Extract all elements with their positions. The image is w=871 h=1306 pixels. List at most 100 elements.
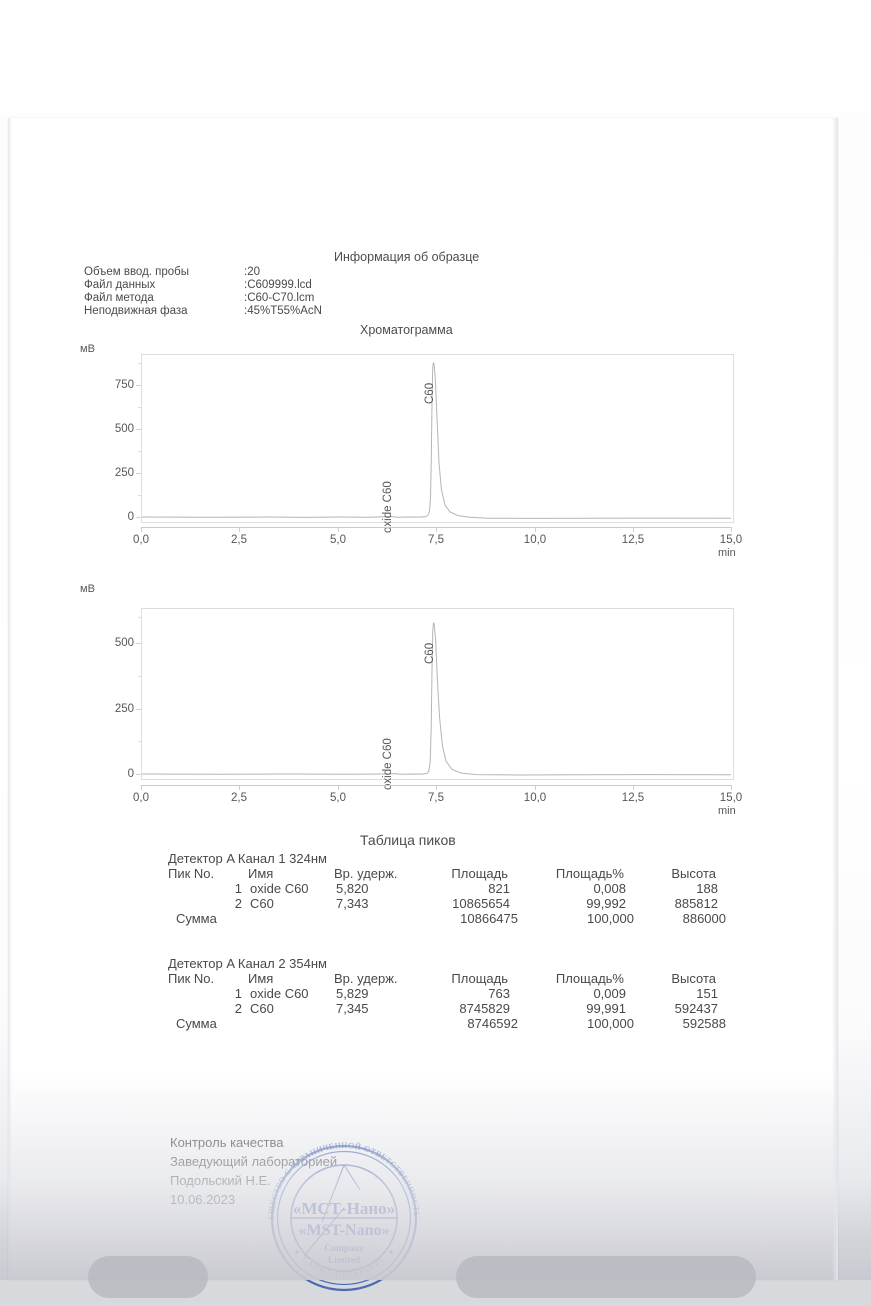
chart2-xtick-12_5: 12,5 bbox=[621, 792, 645, 804]
table1-r1-height: 188 bbox=[696, 881, 718, 896]
chart1-xtick-mark bbox=[338, 527, 339, 532]
chart2-peak-label-oxide-c60: oxide C60 bbox=[382, 738, 394, 790]
table1-r1-rt: 5,820 bbox=[336, 881, 369, 896]
chart1-y-unit: мВ bbox=[80, 343, 95, 355]
peak-table-title: Таблица пиков bbox=[360, 832, 456, 848]
chart1-ytick-250: 250 bbox=[114, 467, 134, 479]
chromatogram-title: Хроматограмма bbox=[360, 323, 453, 337]
chart1-ytick-mark bbox=[136, 429, 141, 430]
info-label-data-file: Файл данных bbox=[84, 279, 156, 291]
info-label-stationary-phase: Неподвижная фаза bbox=[84, 305, 188, 317]
signature-line-quality-control: Контроль качества bbox=[170, 1135, 284, 1150]
table2-total-pct: 100,000 bbox=[587, 1016, 634, 1031]
chart1-xtick-7_5: 7,5 bbox=[428, 534, 444, 546]
chart1-trace bbox=[141, 362, 732, 519]
chart2-xtick-mark bbox=[731, 785, 732, 790]
table1-r1-name: oxide C60 bbox=[250, 881, 309, 896]
chart1-xtick-mark bbox=[535, 527, 536, 532]
chart1-xtick-mark bbox=[731, 527, 732, 532]
table2-header-peak-no: Пик No. bbox=[168, 971, 215, 986]
photo-edge-shape-right bbox=[456, 1256, 756, 1298]
table2-r2-name: C60 bbox=[250, 1001, 274, 1016]
info-value-method-file: :C60-C70.lcm bbox=[244, 292, 315, 304]
chart2-ytick-minor bbox=[138, 741, 141, 742]
signature-line-name: Подольский Н.Е. bbox=[170, 1173, 271, 1188]
table1-r1-pct: 0,008 bbox=[593, 881, 626, 896]
document-body: Информация об образце Объем ввод. пробы … bbox=[8, 118, 838, 1292]
chart1-ytick-minor bbox=[138, 451, 141, 452]
chart2-xtick-mark bbox=[141, 785, 142, 790]
info-label-injection-volume: Объем ввод. пробы bbox=[84, 266, 190, 278]
table-row: 2 C60 7,343 10865654 99,992 885812 bbox=[168, 896, 726, 911]
table2-header-row: Пик No. Имя Вр. удерж. Площадь Площадь% … bbox=[168, 971, 726, 986]
chart1-ytick-750: 750 bbox=[114, 379, 134, 391]
chart1-ytick-minor bbox=[138, 363, 141, 364]
chart2-trace bbox=[141, 622, 732, 776]
table2-r2-no: 2 bbox=[234, 1001, 242, 1016]
chart1-xtick-mark bbox=[633, 527, 634, 532]
table1-header-area: Площадь bbox=[451, 866, 508, 881]
chart2-ytick-minor bbox=[138, 617, 141, 618]
chart2-x-unit: min bbox=[718, 805, 736, 817]
chart2-plot-area bbox=[141, 608, 734, 780]
chart1-xtick-0: 0,0 bbox=[133, 534, 149, 546]
peak-table-channel-2: Детектор A Канал 2 354нм Пик No. Имя Вр.… bbox=[168, 956, 726, 1031]
photo-edge-shape-left bbox=[88, 1256, 208, 1298]
info-value-data-file: :C609999.lcd bbox=[244, 279, 312, 291]
table1-r2-pct: 99,992 bbox=[586, 896, 626, 911]
info-label-method-file: Файл метода bbox=[84, 292, 154, 304]
table1-header-area-pct: Площадь% bbox=[555, 866, 624, 881]
table-row: 2 C60 7,345 8745829 99,991 592437 bbox=[168, 1001, 726, 1016]
chart1-ytick-mark bbox=[136, 385, 141, 386]
table2-r1-height: 151 bbox=[696, 986, 718, 1001]
chart2-xtick-10: 10,0 bbox=[523, 792, 547, 804]
chart2-xtick-mark bbox=[436, 785, 437, 790]
table2-header-height: Высота bbox=[671, 971, 716, 986]
chart1-xtick-5: 5,0 bbox=[330, 534, 346, 546]
table2-header-area: Площадь bbox=[451, 971, 508, 986]
chart2-xtick-15: 15,0 bbox=[719, 792, 743, 804]
table1-r2-no: 2 bbox=[234, 896, 242, 911]
chart2-ytick-0: 0 bbox=[127, 768, 134, 780]
chart2-ytick-mark bbox=[136, 643, 141, 644]
signature-line-date: 10.06.2023 bbox=[170, 1192, 236, 1207]
table1-r2-area: 10865654 bbox=[452, 896, 510, 911]
table2-total-height: 592588 bbox=[682, 1016, 726, 1031]
table1-total-label: Сумма bbox=[176, 911, 217, 926]
table2-header-area-pct: Площадь% bbox=[555, 971, 624, 986]
chart1-x-unit: min bbox=[718, 547, 736, 559]
chart2-xtick-mark bbox=[338, 785, 339, 790]
chart2-peak-label-c60: C60 bbox=[424, 642, 436, 664]
chart2-xtick-2_5: 2,5 bbox=[231, 792, 247, 804]
table-row: 1 oxide C60 5,820 821 0,008 188 bbox=[168, 881, 726, 896]
table2-header-rt: Вр. удерж. bbox=[334, 971, 398, 986]
table1-total-pct: 100,000 bbox=[587, 911, 634, 926]
table2-r1-rt: 5,829 bbox=[336, 986, 369, 1001]
chart1-ytick-mark bbox=[136, 517, 141, 518]
chart2-y-unit: мВ bbox=[80, 583, 95, 595]
chart1-xtick-mark bbox=[141, 527, 142, 532]
table2-r1-no: 1 bbox=[234, 986, 242, 1001]
info-value-injection-volume: :20 bbox=[244, 266, 260, 278]
chart2-xtick-5: 5,0 bbox=[330, 792, 346, 804]
chart2-xtick-0: 0,0 bbox=[133, 792, 149, 804]
peak-table-channel-1: Детектор A Канал 1 324нм Пик No. Имя Вр.… bbox=[168, 851, 726, 926]
chart1-xtick-15: 15,0 bbox=[719, 534, 743, 546]
chart1-xtick-mark bbox=[239, 527, 240, 532]
signature-line-lab-head: Заведующий лабораторией bbox=[170, 1154, 338, 1169]
chart1-xtick-10: 10,0 bbox=[523, 534, 547, 546]
chart2-xtick-mark bbox=[239, 785, 240, 790]
table1-header-height: Высота bbox=[671, 866, 716, 881]
table1-r2-rt: 7,343 bbox=[336, 896, 369, 911]
table1-r1-no: 1 bbox=[234, 881, 242, 896]
table1-header-row: Пик No. Имя Вр. удерж. Площадь Площадь% … bbox=[168, 866, 726, 881]
chart2-ytick-500: 500 bbox=[114, 637, 134, 649]
table2-detector-label: Детектор A Канал 2 354нм bbox=[168, 956, 327, 971]
chart2-xtick-mark bbox=[633, 785, 634, 790]
table1-total-height: 886000 bbox=[682, 911, 726, 926]
table2-r1-name: oxide C60 bbox=[250, 986, 309, 1001]
chart2-ytick-250: 250 bbox=[114, 703, 134, 715]
table2-total-row: Сумма 8746592 100,000 592588 bbox=[168, 1016, 726, 1031]
table1-r2-height: 885812 bbox=[674, 896, 718, 911]
table2-header-name: Имя bbox=[248, 971, 274, 986]
